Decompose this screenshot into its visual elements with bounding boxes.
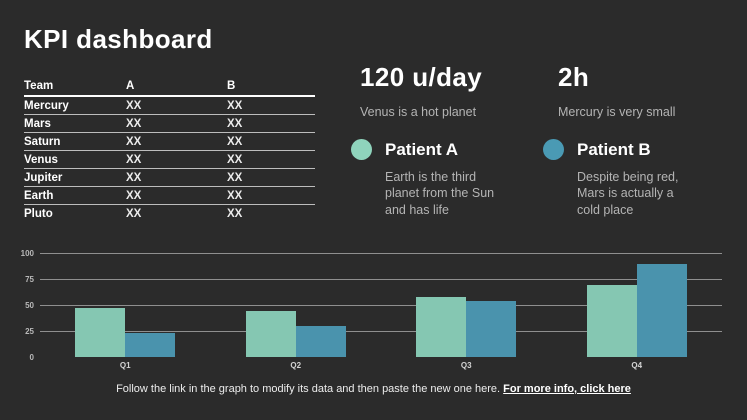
table-cell-value: XX — [227, 171, 243, 184]
x-tick-label: Q1 — [119, 361, 131, 370]
legend-description: Earth is the third planet from the Sun a… — [385, 170, 495, 217]
table-cell-team: Pluto — [24, 208, 53, 220]
y-tick-label: 75 — [25, 275, 34, 284]
table-row: Saturn XX XX — [24, 133, 315, 151]
table-cell-team: Venus — [24, 153, 58, 166]
table-cell-value: XX — [126, 153, 142, 166]
y-tick-label: 100 — [20, 249, 34, 258]
bar-patient-b — [636, 264, 687, 357]
chart-plot: Q1 Q2 Q3 Q4 — [40, 253, 723, 370]
footer-text: Follow the link in the graph to modify i… — [116, 383, 504, 395]
gridline — [40, 253, 722, 254]
bar-patient-b — [125, 333, 176, 357]
x-tick-label: Q2 — [290, 361, 302, 370]
table-row: Jupiter XX XX — [24, 169, 315, 187]
y-tick-label: 50 — [25, 301, 34, 310]
table-header-row: Team A B — [24, 76, 315, 97]
bar-group-q2: Q2 — [211, 253, 382, 370]
table-cell-value: XX — [126, 208, 142, 220]
table-body: Mercury XX XX Mars XX XX Saturn XX XX Venus XX XX Ju… — [24, 97, 315, 223]
table-row: Earth XX XX — [24, 187, 315, 205]
table-cell-value: XX — [227, 153, 243, 166]
kpi-stat-1: 120 u/day Venus is a hot planet — [360, 62, 482, 119]
table-cell-value: XX — [227, 117, 243, 130]
table-row: Mars XX XX — [24, 115, 315, 133]
gridline — [40, 331, 722, 332]
y-tick-label: 0 — [29, 353, 34, 362]
kpi-value: 2h — [558, 62, 590, 92]
kpi-table: Team A B Mercury XX XX Mars XX XX Saturn XX XX Ve… — [24, 76, 315, 223]
table-header-team: Team — [24, 79, 54, 92]
table-header-b: B — [227, 79, 236, 92]
table-row: Venus XX XX — [24, 151, 315, 169]
x-tick-label: Q3 — [460, 361, 472, 370]
gridline — [40, 305, 722, 306]
table-header-a: A — [126, 79, 135, 92]
bar-patient-b — [466, 300, 517, 357]
bar-patient-a — [245, 311, 296, 357]
kpi-caption: Mercury is very small — [558, 105, 676, 119]
y-tick-label: 25 — [25, 327, 34, 336]
bar-group-q1: Q1 — [40, 253, 211, 370]
footer: Follow the link in the graph to modify i… — [0, 383, 747, 395]
table-cell-team: Earth — [24, 189, 54, 202]
kpi-value: 120 u/day — [360, 62, 483, 92]
bar-patient-a — [416, 296, 467, 357]
table-cell-value: XX — [126, 171, 142, 184]
legend-label: Patient A — [385, 139, 459, 159]
bar-patient-a — [75, 308, 126, 357]
legend-swatch — [543, 139, 564, 160]
gridline — [40, 279, 722, 280]
bar-group-q4: Q4 — [552, 253, 723, 370]
table-cell-value: XX — [227, 99, 243, 112]
x-tick-label: Q4 — [631, 361, 643, 370]
table-cell-team: Jupiter — [24, 171, 63, 184]
legend-swatch — [351, 139, 372, 160]
table-cell-team: Saturn — [24, 135, 61, 148]
bar-group-q3: Q3 — [381, 253, 552, 370]
bar-patient-b — [295, 325, 346, 357]
bar-chart: 0 25 50 75 100 Q1 Q2 Q3 Q4 — [0, 249, 747, 378]
bar-groups: Q1 Q2 Q3 Q4 — [40, 253, 723, 370]
kpi-stat-2: 2h Mercury is very small — [558, 62, 675, 119]
legend-item-patient-a: Patient A Earth is the third planet from… — [351, 139, 494, 218]
table-cell-value: XX — [126, 135, 142, 148]
legend-item-patient-b: Patient B Despite being red, Mars is act… — [543, 139, 683, 218]
legend-description: Despite being red, Mars is actually a co… — [577, 170, 679, 217]
table-row: Pluto XX XX — [24, 205, 315, 223]
table-cell-value: XX — [126, 117, 142, 130]
table-cell-value: XX — [126, 99, 142, 112]
kpi-caption: Venus is a hot planet — [360, 105, 477, 119]
table-cell-team: Mercury — [24, 99, 69, 112]
table-cell-value: XX — [126, 189, 142, 202]
table-row: Mercury XX XX — [24, 97, 315, 115]
table-cell-team: Mars — [24, 117, 51, 130]
footer-link[interactable]: For more info, click here — [503, 383, 631, 395]
legend-label: Patient B — [577, 139, 651, 159]
table-cell-value: XX — [227, 208, 243, 220]
bar-patient-a — [586, 285, 637, 357]
table-cell-value: XX — [227, 135, 243, 148]
table-cell-value: XX — [227, 189, 243, 202]
page-title: KPI dashboard — [24, 24, 213, 54]
